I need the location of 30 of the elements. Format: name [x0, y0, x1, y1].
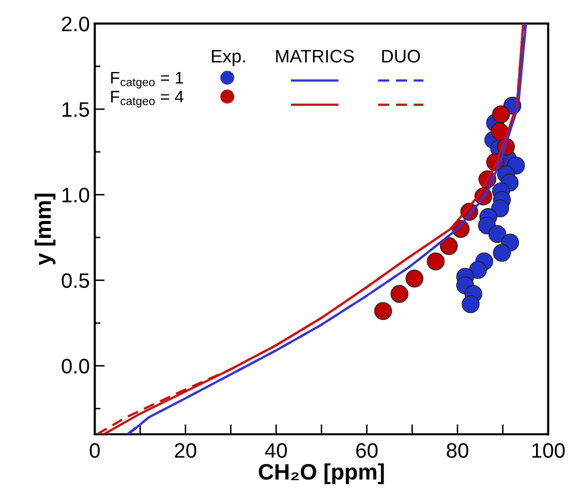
point — [492, 105, 510, 124]
point — [462, 295, 480, 314]
x-tick-label: 60 — [356, 443, 378, 458]
legend-label: F$_{catgeo}$ = 4 — [111, 90, 184, 108]
y-axis-title: y [mm] — [34, 194, 56, 266]
x-tick-label: 80 — [446, 443, 468, 458]
y-tick-label: 1.5 — [62, 102, 90, 117]
x-tick-label: 20 — [174, 443, 196, 458]
annotation: DUO — [382, 50, 420, 63]
point — [492, 244, 511, 262]
point — [468, 261, 487, 279]
x-tick-label: 40 — [265, 443, 287, 458]
x-axis-title: CH₂O [ppm] — [258, 463, 384, 484]
y-tick-label: 1.0 — [62, 188, 90, 202]
point — [491, 199, 510, 218]
point — [488, 225, 506, 243]
point — [490, 122, 509, 140]
x-tick-label: 100 — [532, 443, 565, 458]
y-tick-label: 0.0 — [62, 358, 90, 374]
legend-label: F$_{catgeo}$ = 1 — [111, 72, 184, 89]
point — [405, 270, 424, 288]
point — [440, 237, 458, 255]
point — [390, 285, 408, 303]
annotation: Exp. — [212, 50, 245, 66]
annotation: MATRICS — [276, 50, 354, 63]
point — [426, 252, 445, 270]
point — [374, 302, 392, 320]
y-tick-label: 2.0 — [62, 16, 90, 32]
y-tick-label: 0.5 — [62, 273, 90, 288]
x-tick-label: 0 — [90, 443, 100, 458]
